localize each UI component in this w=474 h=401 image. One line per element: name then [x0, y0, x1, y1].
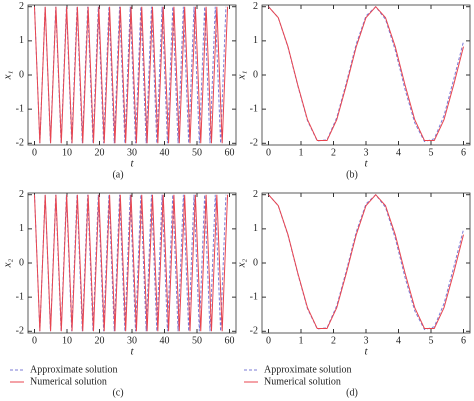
x-tick-label: 30 — [127, 147, 137, 158]
y-tick-label: -1 — [250, 103, 258, 114]
y-tick-label: 1 — [19, 223, 24, 234]
series-line — [268, 5, 464, 142]
x-axis-label: t — [364, 158, 368, 170]
x-tick-label: 20 — [95, 147, 105, 158]
y-tick-label: -2 — [16, 138, 24, 149]
x-tick-label: 0 — [32, 147, 37, 158]
x-axis-label: t — [130, 158, 134, 170]
y-tick-label: -2 — [16, 326, 24, 337]
y-axis-label: x₂ — [236, 258, 248, 268]
x-tick-label: 4 — [396, 147, 401, 158]
y-axis-label: x₁ — [236, 70, 248, 80]
x-axis-label: t — [364, 346, 368, 358]
panel-caption: (d) — [346, 387, 358, 398]
y-tick-label: 0 — [253, 69, 258, 80]
x-tick-label: 6 — [461, 147, 466, 158]
legend-label: Approximate solution — [30, 364, 118, 375]
panel-caption: (c) — [112, 387, 123, 398]
y-tick-label: -2 — [250, 326, 258, 337]
y-tick-label: 2 — [253, 1, 258, 12]
x-tick-label: 20 — [95, 335, 105, 346]
y-tick-label: 0 — [19, 69, 24, 80]
x-tick-label: 10 — [62, 335, 72, 346]
y-tick-label: 1 — [253, 223, 258, 234]
x-tick-label: 0 — [266, 335, 271, 346]
x-tick-label: 40 — [160, 335, 170, 346]
y-tick-label: -2 — [250, 138, 258, 149]
series-line — [268, 193, 464, 331]
plot-frame — [27, 4, 237, 146]
y-axis-label: x₁ — [2, 70, 14, 80]
x-tick-label: 1 — [299, 147, 304, 158]
y-tick-label: 1 — [19, 35, 24, 46]
legend-label: Approximate solution — [264, 364, 352, 375]
y-tick-label: 0 — [19, 257, 24, 268]
x-tick-label: 6 — [461, 335, 466, 346]
x-tick-label: 2 — [331, 335, 336, 346]
legend-label: Numerical solution — [264, 376, 341, 387]
x-tick-label: 5 — [429, 147, 434, 158]
legend-label: Numerical solution — [30, 376, 107, 387]
x-tick-label: 4 — [396, 335, 401, 346]
x-tick-label: 30 — [127, 335, 137, 346]
y-tick-label: -1 — [250, 291, 258, 302]
plot-frame — [261, 4, 471, 146]
x-tick-label: 50 — [192, 335, 202, 346]
x-tick-label: 1 — [299, 335, 304, 346]
series-line — [268, 5, 464, 143]
x-tick-label: 40 — [160, 147, 170, 158]
x-tick-label: 3 — [364, 147, 369, 158]
series-line — [268, 193, 464, 330]
plot-frame — [261, 192, 471, 334]
y-tick-label: 1 — [253, 35, 258, 46]
y-tick-label: -1 — [16, 291, 24, 302]
y-tick-label: 2 — [19, 189, 24, 200]
panel-caption: (a) — [112, 169, 123, 180]
y-tick-label: 0 — [253, 257, 258, 268]
x-tick-label: 50 — [192, 147, 202, 158]
x-tick-label: 10 — [62, 147, 72, 158]
series-line — [34, 194, 229, 332]
x-tick-label: 60 — [225, 335, 235, 346]
x-tick-label: 0 — [32, 335, 37, 346]
x-tick-label: 3 — [364, 335, 369, 346]
y-axis-label: x₂ — [2, 258, 14, 268]
x-axis-label: t — [130, 346, 134, 358]
x-tick-label: 2 — [331, 147, 336, 158]
x-tick-label: 60 — [225, 147, 235, 158]
x-tick-label: 0 — [266, 147, 271, 158]
panel-caption: (b) — [346, 169, 358, 180]
series-line — [34, 6, 229, 144]
y-tick-label: 2 — [253, 189, 258, 200]
y-tick-label: 2 — [19, 1, 24, 12]
y-tick-label: -1 — [16, 103, 24, 114]
x-tick-label: 5 — [429, 335, 434, 346]
plot-frame — [27, 192, 237, 334]
